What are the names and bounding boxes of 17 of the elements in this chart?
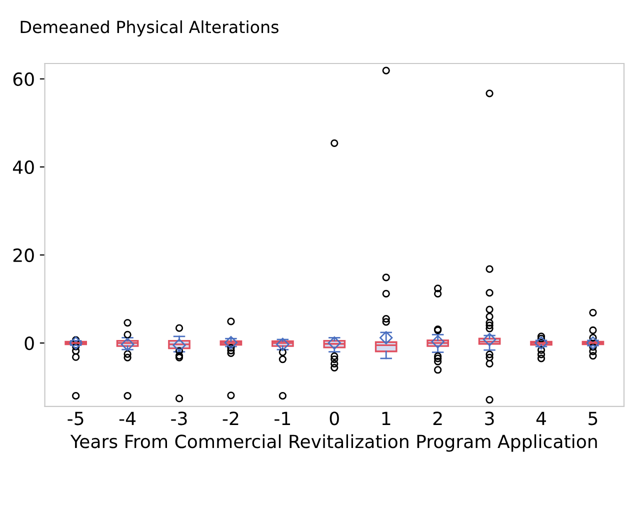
x-tick-label: -1 <box>274 412 290 425</box>
y-tick-label: 60 <box>13 72 34 86</box>
x-tick-label: -4 <box>119 412 136 425</box>
x-tick-label: 0 <box>330 412 339 426</box>
x-tick-label: 2 <box>433 412 442 425</box>
x-tick-label: -3 <box>171 412 187 426</box>
y-tick-label: 0 <box>24 336 34 350</box>
x-tick-label: 1 <box>382 412 390 425</box>
x-tick-label: 3 <box>485 412 494 426</box>
x-axis-title: Years From Commercial Revitalization Program Application <box>70 434 597 452</box>
y-tick-label: 40 <box>12 160 34 174</box>
y-tick-label: 20 <box>13 248 34 262</box>
x-tick-label: -5 <box>68 412 84 426</box>
x-tick-label: 4 <box>536 412 546 425</box>
x-tick-label: 5 <box>588 412 598 426</box>
x-tick-label: -2 <box>222 412 238 425</box>
chart-title: Demeaned Physical Alterations <box>20 20 278 36</box>
